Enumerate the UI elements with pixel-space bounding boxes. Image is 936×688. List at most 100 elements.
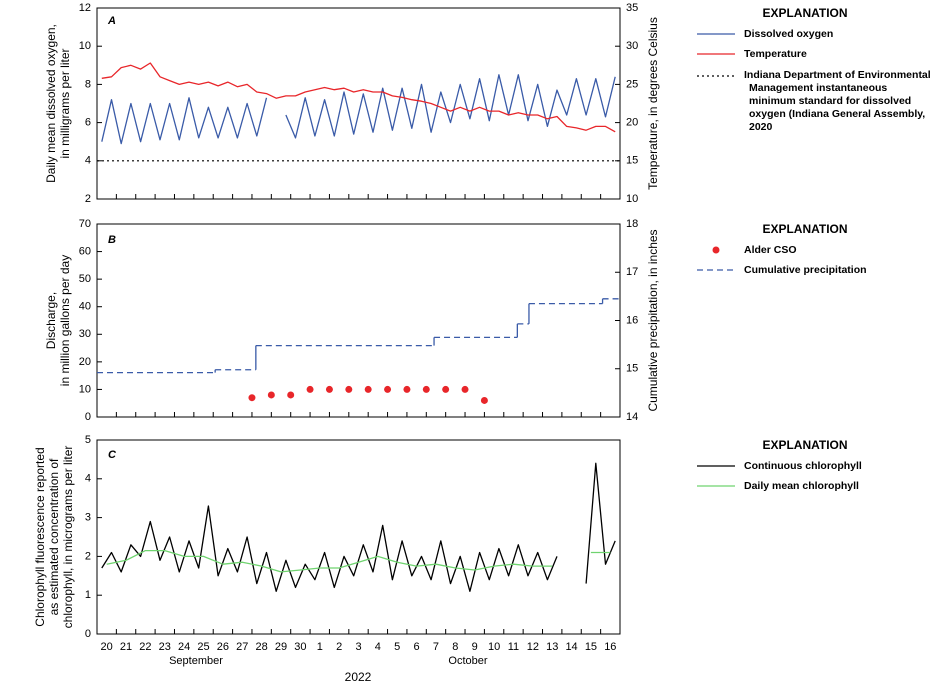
y-tick-label: 50 xyxy=(79,273,91,285)
y-tick-label: 4 xyxy=(85,473,91,485)
y-tick-label: 5 xyxy=(85,434,91,446)
y-axis-label: Daily mean dissolved oxygen, xyxy=(44,24,58,183)
y2-tick-label: 35 xyxy=(626,2,638,14)
y-tick-label: 12 xyxy=(79,2,91,14)
legend-label: Temperature xyxy=(744,48,807,60)
data-point xyxy=(480,396,488,404)
x-tick-label: 28 xyxy=(256,641,268,653)
x-tick-label: 6 xyxy=(414,641,420,653)
panel-letter: B xyxy=(108,234,116,246)
x-tick-label: 15 xyxy=(585,641,597,653)
y-tick-label: 30 xyxy=(79,328,91,340)
x-tick-label: 12 xyxy=(527,641,539,653)
y-axis-label: in milligrams per liter xyxy=(58,48,72,158)
plot-frame xyxy=(96,7,621,200)
x-tick-label: 1 xyxy=(317,641,323,653)
data-point xyxy=(287,391,295,399)
y-axis-label: chlorophyll, in micrograms per liter xyxy=(61,446,75,629)
x-tick-label: 20 xyxy=(101,641,113,653)
y2-axis-label: Cumulative precipitation, in inches xyxy=(646,229,660,411)
legend-title: EXPLANATION xyxy=(762,6,847,20)
legend-label: Alder CSO xyxy=(744,244,797,256)
legend-title: EXPLANATION xyxy=(762,222,847,236)
y-tick-label: 8 xyxy=(85,78,91,90)
y2-tick-label: 17 xyxy=(626,266,638,278)
data-point xyxy=(364,385,372,393)
y-tick-label: 10 xyxy=(79,40,91,52)
x-tick-label: 2 xyxy=(336,641,342,653)
y-axis-label: Discharge, xyxy=(44,292,58,349)
y-tick-label: 2 xyxy=(85,193,91,205)
y-axis-label: as estimated concentration of xyxy=(47,458,61,615)
y-tick-label: 70 xyxy=(79,218,91,230)
x-tick-label: 11 xyxy=(508,641,519,653)
y2-tick-label: 16 xyxy=(626,314,638,326)
y-tick-label: 60 xyxy=(79,245,91,257)
data-point xyxy=(384,385,392,393)
y2-tick-label: 18 xyxy=(626,218,638,230)
x-tick-label: 9 xyxy=(472,641,478,653)
x-tick-label: 7 xyxy=(433,641,439,653)
y2-tick-label: 20 xyxy=(626,117,638,129)
x-tick-label: 27 xyxy=(236,641,248,653)
x-tick-label: 22 xyxy=(139,641,151,653)
y2-tick-label: 10 xyxy=(626,193,638,205)
y-tick-label: 4 xyxy=(85,155,91,167)
x-tick-label: 8 xyxy=(452,641,458,653)
data-point xyxy=(248,394,256,402)
legend-label: Cumulative precipitation xyxy=(744,264,867,276)
data-point xyxy=(422,385,430,393)
y2-tick-label: 14 xyxy=(626,411,638,423)
data-point xyxy=(267,391,275,399)
x-tick-label: 30 xyxy=(294,641,306,653)
data-point xyxy=(325,385,333,393)
x-tick-label: 13 xyxy=(546,641,558,653)
x-tick-label: 21 xyxy=(120,641,132,653)
month-label: September xyxy=(169,655,223,667)
y-tick-label: 0 xyxy=(85,411,91,423)
legend-swatch xyxy=(712,246,720,254)
data-point xyxy=(442,385,450,393)
y-axis-label: Chlorophyll fluorescence reported xyxy=(33,447,47,626)
x-tick-label: 16 xyxy=(604,641,616,653)
y-tick-label: 20 xyxy=(79,356,91,368)
y2-tick-label: 30 xyxy=(626,40,638,52)
series-line xyxy=(285,74,616,139)
y2-tick-label: 15 xyxy=(626,363,638,375)
x-tick-label: 29 xyxy=(275,641,287,653)
y-tick-label: 6 xyxy=(85,117,91,129)
y-axis-label: in million gallons per day xyxy=(58,255,72,386)
plot-frame xyxy=(96,223,621,418)
y2-tick-label: 25 xyxy=(626,78,638,90)
x-tick-label: 23 xyxy=(159,641,171,653)
series-line xyxy=(101,505,558,592)
y-tick-label: 0 xyxy=(85,628,91,640)
y2-axis-label: Temperature, in degrees Celsius xyxy=(646,17,660,190)
panel-letter: A xyxy=(107,15,116,27)
data-point xyxy=(461,385,469,393)
plot-frame xyxy=(96,439,621,635)
series-line xyxy=(106,549,553,573)
x-tick-label: 25 xyxy=(197,641,209,653)
y-tick-label: 40 xyxy=(79,301,91,313)
legend-label: Dissolved oxygen xyxy=(744,28,833,40)
x-tick-label: 26 xyxy=(217,641,229,653)
x-tick-label: 14 xyxy=(565,641,577,653)
x-tick-label: 5 xyxy=(394,641,400,653)
year-label: 2022 xyxy=(345,670,372,684)
x-tick-label: 3 xyxy=(355,641,361,653)
y2-tick-label: 15 xyxy=(626,155,638,167)
y-tick-label: 2 xyxy=(85,550,91,562)
series-line xyxy=(101,62,616,133)
legend-label: Continuous chlorophyll xyxy=(744,460,862,472)
legend-label: Indiana Department of Environmental Mana… xyxy=(744,69,931,133)
y-tick-label: 10 xyxy=(79,383,91,395)
x-tick-label: 10 xyxy=(488,641,500,653)
month-label: October xyxy=(448,655,487,667)
y-tick-label: 3 xyxy=(85,512,91,524)
legend-label: Daily mean chlorophyll xyxy=(744,480,859,492)
x-tick-label: 4 xyxy=(375,641,381,653)
y-tick-label: 1 xyxy=(85,589,91,601)
